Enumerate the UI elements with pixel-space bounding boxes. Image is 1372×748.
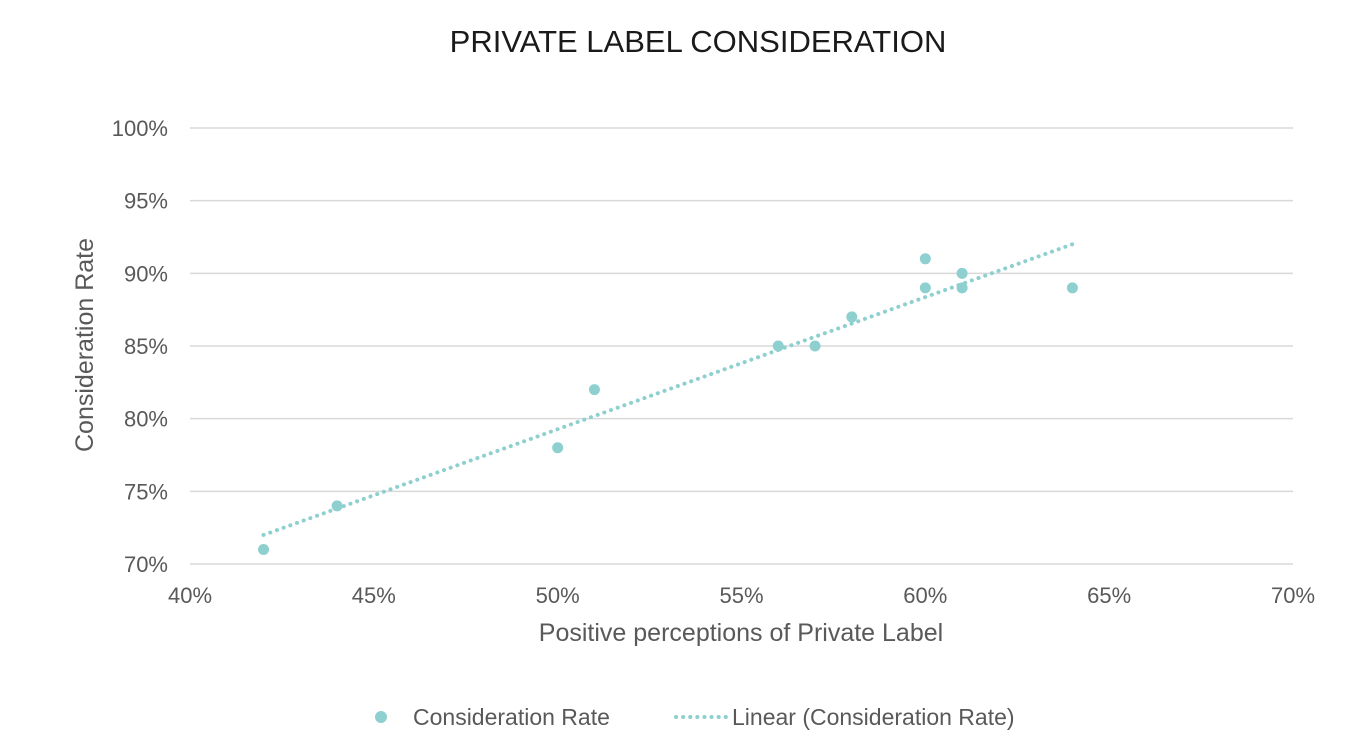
x-tick-label: 55%	[719, 583, 763, 608]
y-tick-label: 100%	[112, 116, 168, 141]
y-axis-ticks: 70% 75% 80% 85% 90% 95% 100%	[112, 116, 168, 577]
x-tick-label: 50%	[536, 583, 580, 608]
y-axis-label: Consideration Rate	[71, 238, 99, 452]
y-tick-label: 95%	[124, 189, 168, 214]
x-tick-label: 60%	[903, 583, 947, 608]
y-tick-label: 75%	[124, 479, 168, 504]
data-point	[258, 543, 270, 555]
y-tick-label: 80%	[124, 407, 168, 432]
x-tick-label: 70%	[1271, 583, 1315, 608]
data-point	[956, 267, 968, 279]
x-tick-label: 45%	[352, 583, 396, 608]
x-axis-ticks: 40% 45% 50% 55% 60% 65% 70%	[168, 583, 1315, 608]
legend-marker-consideration-rate	[375, 711, 387, 723]
data-point	[772, 340, 784, 352]
data-point	[1066, 282, 1078, 294]
trendline-layer	[261, 242, 1075, 537]
data-point	[846, 311, 858, 323]
legend-label-linear-trend: Linear (Consideration Rate)	[732, 704, 1015, 730]
data-point	[331, 500, 343, 512]
y-tick-label: 85%	[124, 334, 168, 359]
data-point	[588, 384, 600, 396]
legend: Consideration Rate Linear (Consideration…	[375, 704, 1015, 730]
data-point	[552, 442, 564, 454]
legend-label-consideration-rate: Consideration Rate	[413, 704, 610, 730]
y-tick-label: 90%	[124, 261, 168, 286]
data-point	[956, 282, 968, 294]
data-point	[919, 253, 931, 265]
data-point	[809, 340, 821, 352]
x-tick-label: 65%	[1087, 583, 1131, 608]
trendline	[261, 242, 1075, 537]
data-point	[919, 282, 931, 294]
data-points	[258, 253, 1078, 555]
y-tick-label: 70%	[124, 552, 168, 577]
x-tick-label: 40%	[168, 583, 212, 608]
chart-title: PRIVATE LABEL CONSIDERATION	[450, 24, 947, 59]
x-axis-label: Positive perceptions of Private Label	[539, 619, 943, 647]
gridlines	[190, 127, 1293, 565]
